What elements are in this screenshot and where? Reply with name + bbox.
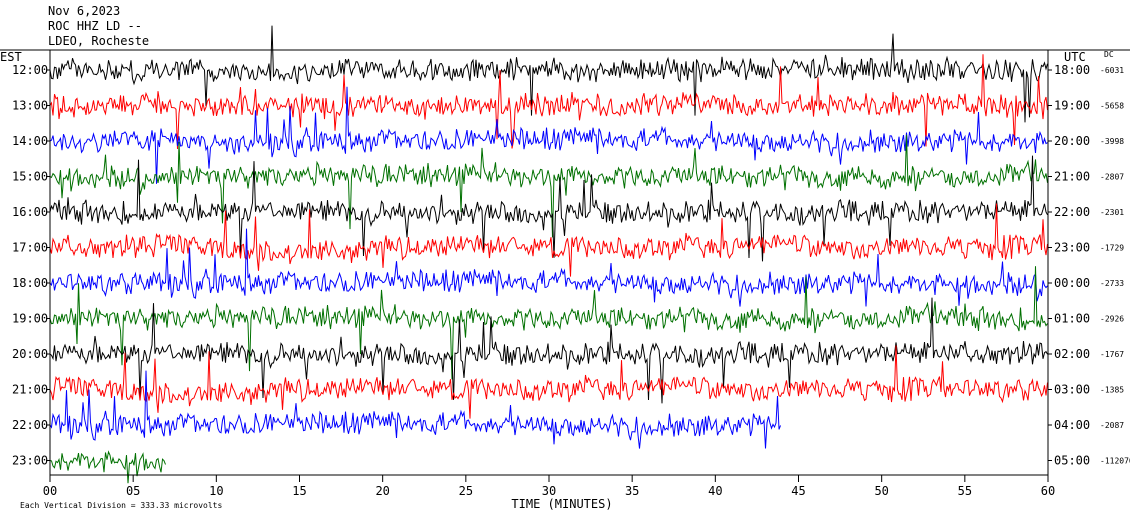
dc-label: DC (1104, 50, 1114, 59)
utc-tick-label: 00:00 (1054, 276, 1090, 290)
trace-1400 (49, 86, 1048, 184)
dc-offset-label: -2087 (1100, 421, 1124, 430)
scale-note: Each Vertical Division = 333.33 microvol… (20, 501, 222, 510)
utc-tick-label: 04:00 (1054, 418, 1090, 432)
est-tick-label: 16:00 (12, 205, 48, 219)
date-label: Nov 6,2023 (48, 4, 120, 18)
utc-label: UTC (1064, 50, 1086, 64)
dc-offset-label: -2807 (1100, 173, 1124, 182)
est-tick-label: 15:00 (12, 170, 48, 184)
est-label: EST (0, 50, 22, 64)
plot-frame (0, 49, 1130, 476)
dc-offset-label: -5658 (1100, 102, 1124, 111)
utc-tick-label: 01:00 (1054, 312, 1090, 326)
x-axis-title: TIME (MINUTES) (511, 497, 612, 511)
est-tick-label: 19:00 (12, 312, 48, 326)
dc-offset-label: -1120705 (1100, 457, 1130, 466)
utc-tick-label: 19:00 (1054, 99, 1090, 113)
est-tick-label: 22:00 (12, 418, 48, 432)
station-label: ROC HHZ LD -- (48, 19, 142, 33)
network-label: LDEO, Rocheste (48, 34, 149, 48)
trace-2200 (49, 370, 781, 449)
dc-offset-label: -1767 (1100, 350, 1124, 359)
trace-1800 (49, 228, 1048, 307)
trace-1300 (49, 54, 1048, 150)
est-tick-label: 12:00 (12, 63, 48, 77)
x-tick-label: 45 (791, 484, 805, 498)
x-tick-label: 50 (874, 484, 888, 498)
est-tick-label: 13:00 (12, 99, 48, 113)
dc-offset-label: -1385 (1100, 386, 1124, 395)
trace-1700 (49, 203, 1048, 277)
est-tick-label: 14:00 (12, 134, 48, 148)
x-tick-label: 25 (459, 484, 473, 498)
dc-offset-label: -2926 (1100, 315, 1124, 324)
dc-offset-label: -2733 (1100, 279, 1124, 288)
dc-offset-label: -2301 (1100, 208, 1124, 217)
trace-2300 (49, 450, 166, 484)
traces-layer (49, 25, 1048, 484)
utc-tick-label: 22:00 (1054, 205, 1090, 219)
dc-offset-label: -3998 (1100, 137, 1124, 146)
utc-tick-label: 23:00 (1054, 241, 1090, 255)
dc-offset-label: -6031 (1100, 66, 1124, 75)
trace-2100 (49, 345, 1048, 419)
utc-tick-label: 05:00 (1054, 454, 1090, 468)
x-tick-label: 35 (625, 484, 639, 498)
trace-1200 (49, 25, 1048, 123)
trace-1900 (49, 266, 1048, 380)
utc-tick-label: 20:00 (1054, 134, 1090, 148)
x-ticks: 00 05 10 15 20 25 30 35 40 45 50 55 60 (43, 475, 1055, 498)
est-tick-label: 20:00 (12, 347, 48, 361)
x-tick-label: 05 (126, 484, 140, 498)
x-tick-label: 20 (375, 484, 389, 498)
trace-1500 (49, 134, 1048, 238)
dc-offset-label: -1729 (1100, 244, 1124, 253)
x-tick-label: 00 (43, 484, 57, 498)
utc-tick-label: 02:00 (1054, 347, 1090, 361)
y-ticks: 12:00 18:00 -6031 13:00 19:00 -5658 14:00 20:00… (12, 63, 1130, 468)
x-tick-label: 40 (708, 484, 722, 498)
x-tick-label: 10 (209, 484, 223, 498)
est-tick-label: 23:00 (12, 454, 48, 468)
utc-tick-label: 18:00 (1054, 63, 1090, 77)
trace-1600 (49, 155, 1048, 262)
x-tick-label: 15 (292, 484, 306, 498)
x-tick-label: 60 (1041, 484, 1055, 498)
x-tick-label: 30 (542, 484, 556, 498)
utc-tick-label: 21:00 (1054, 170, 1090, 184)
est-tick-label: 17:00 (12, 241, 48, 255)
x-tick-label: 55 (958, 484, 972, 498)
trace-2000 (49, 297, 1048, 404)
est-tick-label: 18:00 (12, 276, 48, 290)
utc-tick-label: 03:00 (1054, 383, 1090, 397)
est-tick-label: 21:00 (12, 383, 48, 397)
